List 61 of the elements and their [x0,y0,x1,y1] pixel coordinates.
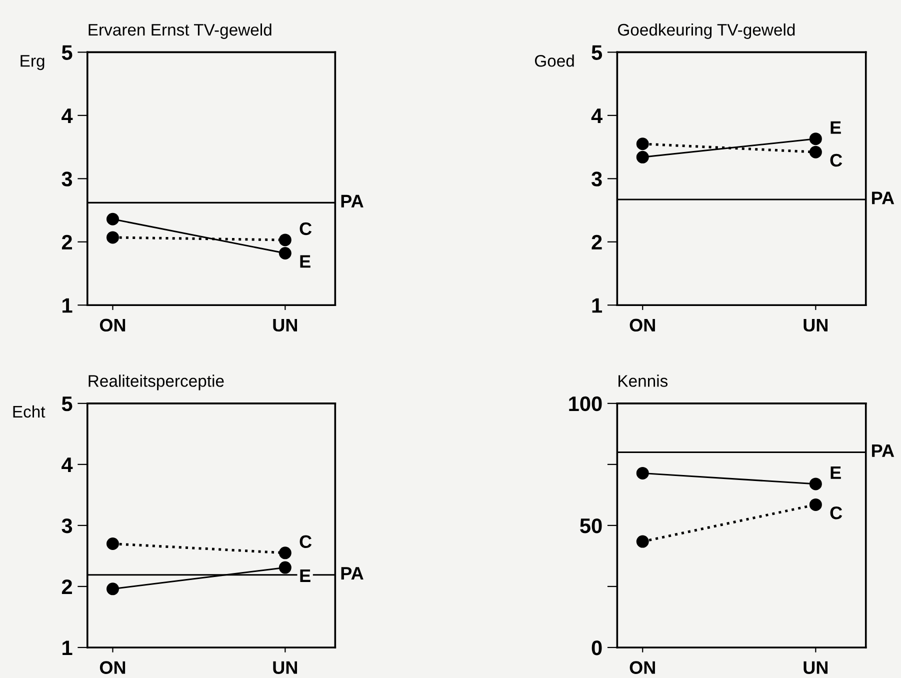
chart-title: Realiteitsperceptie [88,374,224,390]
point [636,150,649,164]
chart-title: Ervaren Ernst TV-geweld [88,23,272,39]
point [106,582,119,596]
y-tick-label: 100 [569,396,602,412]
point [636,535,649,548]
point [809,132,822,146]
x-tick-label: ON [100,318,126,332]
ref-line-label: PA [872,444,894,457]
x-tick-label: UN [804,318,828,332]
point [106,538,119,550]
y-tick-label: 3 [591,172,602,186]
point [106,212,119,226]
y-tick-label: 4 [591,108,602,123]
y-tick-label: 5 [62,45,72,60]
point [809,146,822,158]
ref-line-label: PA [341,194,364,208]
y-tick-label: 50 [580,518,602,534]
ref-line-label: PA [872,192,894,204]
y-tick-label: 5 [592,45,602,60]
y-tick-label: 0 [592,640,602,656]
y-axis-title: Echt [13,405,46,418]
x-tick-label: UN [273,661,297,674]
series-label: E [830,121,841,134]
x-tick-label: ON [100,661,126,674]
x-tick-label: ON [630,318,655,332]
series-label: E [830,466,841,479]
point [636,138,649,150]
series-label: C [830,154,842,167]
point [636,466,649,480]
x-tick-label: UN [273,318,297,332]
y-tick-label: 2 [62,234,72,250]
point [278,234,292,246]
y-tick-label: 2 [592,234,602,250]
point [278,247,292,260]
series-label: E [300,570,310,582]
series-label: C [300,222,312,236]
y-tick-label: 1 [62,298,72,313]
series-label: C [300,535,312,548]
y-tick-label: 4 [62,108,73,123]
ref-line-label: PA [341,567,364,580]
y-tick-label: 3 [62,518,72,534]
y-tick-label: 3 [62,172,72,186]
series-label: C [830,506,842,520]
y-tick-label: 2 [62,579,72,594]
point [809,478,822,490]
y-tick-label: 1 [62,640,72,656]
y-axis-title: Goed [534,54,574,67]
point [106,231,119,244]
series-label: E [300,255,310,268]
point [278,561,292,574]
x-tick-label: UN [804,661,828,674]
y-tick-label: 5 [62,396,72,412]
point [278,546,292,560]
x-tick-label: ON [630,661,655,674]
point [809,498,822,511]
y-tick-label: 4 [62,458,73,472]
y-tick-label: 1 [592,298,602,313]
chart-title: Kennis [618,374,668,387]
y-axis-title: Erg [20,55,44,70]
chart-title: Goedkeuring TV-geweld [618,23,795,39]
